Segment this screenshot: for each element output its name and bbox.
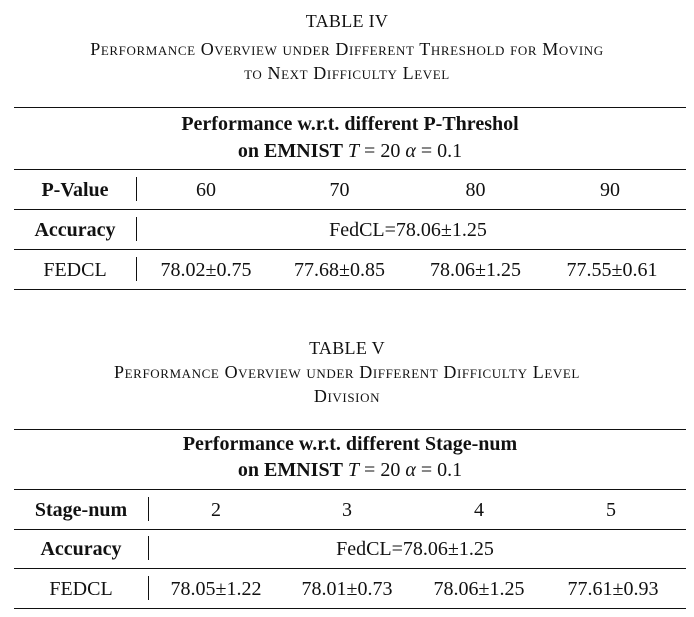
table-v-t-value: 20	[380, 459, 401, 481]
table-iv-t-symbol: T	[347, 140, 360, 162]
table-v-caption-line1: Performance Overview under Different Dif…	[114, 362, 580, 382]
table-v-row-stagenum-cell: 5	[606, 499, 616, 521]
table-v-alpha-symbol: α	[405, 459, 416, 481]
table-v-row-stagenum-cell: 2	[211, 499, 221, 521]
table-v-row-fedcl-label: FEDCL	[49, 578, 113, 600]
table-v-t-eq: =	[364, 459, 376, 481]
table-v-row-fedcl-separator	[148, 576, 149, 600]
table-iv-row-fedcl-label: FEDCL	[43, 259, 107, 281]
table-v-row-accuracy-separator	[148, 536, 149, 560]
table-v-row-fedcl-cell: 77.61±0.93	[567, 578, 659, 600]
table-v-mid-rule-1	[14, 489, 686, 490]
table-iv-row-pvalue-cell: 60	[196, 179, 216, 201]
table-iv-row-pvalue-cell: 70	[329, 179, 350, 201]
table-iv-mid-rule-3	[14, 249, 686, 250]
table-v-header-line2: on EMNIST T = 20 α = 0.1	[14, 460, 686, 480]
table-iv-row-fedcl-cell: 78.06±1.25	[430, 259, 521, 281]
table-iv-row-pvalue-cell: 80	[465, 179, 486, 201]
table-v-t-symbol: T	[347, 459, 360, 481]
table-v-alpha-eq: =	[420, 459, 433, 481]
table-v-caption-line2: Division	[313, 386, 381, 406]
table-iv-bottom-rule	[14, 289, 686, 291]
table-v-row-stagenum-separator	[148, 497, 149, 521]
table-v-alpha-value: 0.1	[437, 459, 463, 481]
table-iv-row-pvalue-cell: 90	[600, 179, 620, 201]
table-iv-header-line1: Performance w.r.t. different P-Threshol	[181, 113, 519, 135]
table-iv-alpha-value: 0.1	[437, 140, 463, 162]
table-iv-t-eq: =	[364, 140, 376, 162]
table-iv-mid-rule-2	[14, 209, 686, 210]
table-v-number: TABLE V	[309, 338, 385, 358]
table-iv-number: TABLE IV	[305, 11, 389, 31]
table-iv-row-accuracy-label: Accuracy	[34, 219, 116, 241]
table-iv-row-fedcl-cell: 78.02±0.75	[160, 259, 252, 281]
table-v-row-fedcl-cell: 78.06±1.25	[433, 578, 525, 600]
table-iv-t-value: 20	[380, 140, 401, 162]
table-iv-dataset-label: on EMNIST	[237, 140, 343, 162]
table-v-header-line1: Performance w.r.t. different Stage-num	[182, 433, 518, 455]
table-v-row-stagenum-cell: 4	[474, 499, 484, 521]
table-v-row-fedcl-cell: 78.01±0.73	[301, 578, 393, 600]
table-v-mid-rule-2	[14, 529, 686, 530]
table-iv-alpha-symbol: α	[405, 140, 416, 162]
table-v-dataset-label: on EMNIST	[237, 459, 343, 481]
table-iv-row-pvalue-separator	[136, 177, 137, 201]
table-iv-caption-line2: to Next Difficulty Level	[244, 63, 450, 83]
table-v-bottom-rule	[14, 608, 686, 610]
table-iv-row-fedcl-separator	[136, 257, 137, 281]
table-v-row-fedcl-cell: 78.05±1.22	[170, 578, 262, 600]
table-v-row-accuracy-span: FedCL=78.06±1.25	[336, 538, 494, 560]
table-iv-row-pvalue-label: P-Value	[41, 179, 109, 201]
table-iv-row-accuracy-span: FedCL=78.06±1.25	[329, 219, 487, 241]
table-v-row-stagenum-cell: 3	[342, 499, 352, 521]
table-iv-top-rule	[14, 107, 686, 109]
table-v-row-accuracy-label: Accuracy	[40, 538, 122, 560]
table-iv-header-line2: on EMNIST T = 20 α = 0.1	[14, 141, 686, 161]
table-v-row-stagenum-label: Stage-num	[34, 499, 128, 521]
table-iv-caption-line1: Performance Overview under Different Thr…	[90, 39, 604, 59]
table-v-mid-rule-3	[14, 568, 686, 569]
table-iv-row-accuracy-separator	[136, 217, 137, 241]
table-iv-row-fedcl-cell: 77.55±0.61	[566, 259, 658, 281]
table-iv-row-fedcl-cell: 77.68±0.85	[294, 259, 385, 281]
table-v-top-rule	[14, 429, 686, 431]
table-iv-mid-rule-1	[14, 169, 686, 170]
table-iv-alpha-eq: =	[420, 140, 433, 162]
